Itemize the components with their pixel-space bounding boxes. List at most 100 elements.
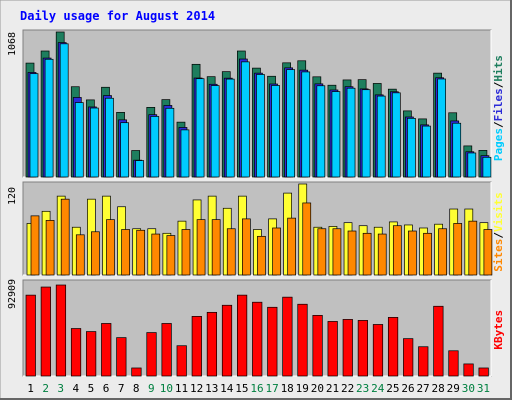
pages-bar bbox=[241, 61, 250, 178]
pages-bar bbox=[29, 73, 39, 178]
sites-bar bbox=[211, 219, 221, 276]
day-label: 3 bbox=[57, 382, 64, 395]
pages-bar bbox=[74, 102, 84, 178]
pages-bar bbox=[437, 78, 446, 178]
kbytes-bar bbox=[252, 301, 263, 377]
hits-files-pages-legend-entry: / bbox=[492, 121, 505, 128]
kbytes-max-label: 92909 bbox=[7, 279, 18, 309]
kbytes-bar bbox=[297, 303, 308, 377]
pages-bar bbox=[135, 160, 145, 178]
sites-bar bbox=[196, 219, 206, 276]
day-label: 23 bbox=[356, 382, 369, 395]
day-label: 29 bbox=[447, 382, 460, 395]
day-label: 27 bbox=[416, 382, 429, 395]
sites-bar bbox=[377, 233, 387, 276]
pages-bar bbox=[180, 129, 190, 178]
pages-bar bbox=[90, 107, 99, 178]
sites-bar bbox=[257, 235, 266, 276]
sites-bar bbox=[317, 228, 327, 276]
pages-bar bbox=[331, 91, 341, 178]
sites-bar bbox=[30, 215, 40, 276]
kbytes-bar bbox=[161, 323, 172, 377]
day-label: 1 bbox=[27, 382, 34, 395]
day-label: 15 bbox=[235, 382, 248, 395]
pages-bar bbox=[482, 156, 492, 178]
kbytes-bar bbox=[221, 304, 233, 377]
pages-bar bbox=[256, 74, 265, 178]
sites-bar bbox=[287, 217, 296, 276]
day-label: 12 bbox=[190, 382, 203, 395]
day-label: 28 bbox=[432, 382, 445, 395]
sites-bar bbox=[226, 228, 236, 276]
day-label: 2 bbox=[42, 382, 49, 395]
pages-bar bbox=[165, 107, 175, 178]
kbytes-bar bbox=[40, 286, 51, 377]
pages-bar bbox=[195, 78, 205, 178]
day-label: 4 bbox=[73, 382, 80, 395]
day-label: 26 bbox=[401, 382, 414, 395]
kbytes-bar bbox=[101, 323, 112, 377]
visits-sites-legend-entry: Sites bbox=[492, 239, 505, 272]
day-label: 24 bbox=[371, 382, 385, 395]
kbytes-bar bbox=[312, 315, 323, 377]
pages-bar bbox=[391, 92, 401, 178]
day-label: 10 bbox=[160, 382, 173, 395]
kbytes-bar bbox=[176, 345, 187, 377]
visits-sites-legend-entry: / bbox=[492, 232, 505, 239]
kbytes-bar bbox=[448, 350, 459, 377]
kbytes-bar bbox=[131, 367, 142, 377]
sites-bar bbox=[408, 230, 417, 276]
day-label: 6 bbox=[103, 382, 110, 395]
pages-bar bbox=[467, 152, 477, 178]
kbytes-bar bbox=[206, 311, 218, 377]
sites-bar bbox=[136, 229, 146, 276]
pages-bar bbox=[316, 85, 326, 178]
day-label: 11 bbox=[175, 382, 188, 395]
kbytes-bar bbox=[357, 320, 368, 377]
kbytes-bar bbox=[463, 363, 474, 377]
day-label: 25 bbox=[386, 382, 399, 395]
day-label: 5 bbox=[88, 382, 95, 395]
sites-bar bbox=[91, 231, 100, 276]
sites-bar bbox=[60, 198, 70, 276]
sites-bar bbox=[151, 233, 161, 276]
kbytes-bar bbox=[191, 316, 202, 377]
day-label: 7 bbox=[118, 382, 125, 395]
hits-files-pages-legend-entry: Hits bbox=[492, 55, 505, 82]
day-label: 9 bbox=[148, 382, 155, 395]
day-label: 8 bbox=[133, 382, 140, 395]
day-label: 30 bbox=[462, 382, 475, 395]
sites-bar bbox=[438, 228, 447, 276]
kbytes-bar bbox=[403, 338, 414, 377]
kbytes-bar bbox=[70, 328, 82, 377]
day-label: 18 bbox=[281, 382, 294, 395]
pages-bar bbox=[105, 97, 114, 178]
hits-files-pages-legend-entry: / bbox=[492, 81, 505, 88]
pages-bar bbox=[422, 125, 431, 178]
kbytes-bar bbox=[372, 324, 384, 377]
kbytes-bar bbox=[146, 332, 157, 377]
sites-bar bbox=[302, 202, 312, 276]
day-label: 20 bbox=[311, 382, 324, 395]
pages-bar bbox=[271, 85, 280, 178]
day-label: 31 bbox=[477, 382, 490, 395]
hits-files-pages-legend-entry: Files bbox=[492, 88, 505, 121]
day-label: 22 bbox=[341, 382, 354, 395]
sites-bar bbox=[242, 218, 251, 276]
sites-bar bbox=[166, 235, 176, 276]
kbytes-bar bbox=[237, 294, 248, 377]
sites-bar bbox=[106, 219, 115, 276]
pages-bar bbox=[150, 116, 160, 178]
day-label: 19 bbox=[296, 382, 309, 395]
kbytes-bar bbox=[282, 296, 293, 377]
pages-bar bbox=[301, 71, 311, 178]
pages-bar bbox=[346, 87, 356, 178]
kbytes-bar bbox=[327, 321, 338, 377]
pages-bar bbox=[44, 58, 54, 178]
sites-bar bbox=[468, 220, 478, 276]
sites-bar bbox=[423, 232, 432, 276]
kbytes-bar bbox=[342, 319, 353, 377]
kbytes-bar bbox=[478, 367, 489, 377]
